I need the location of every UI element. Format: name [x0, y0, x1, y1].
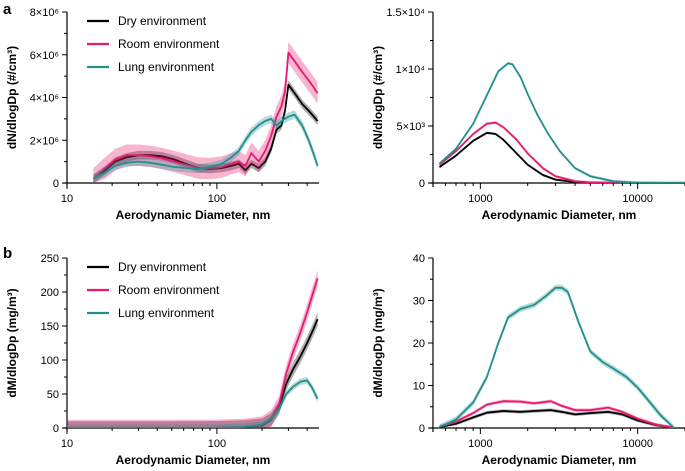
y-tick-label: 40: [413, 253, 425, 265]
x-axis-title: Aerodynamic Diameter, nm: [482, 453, 637, 467]
series-group: [439, 284, 675, 428]
y-tick-label: 0: [53, 178, 59, 190]
chart-b-right: 0 10 20 30 40 1000 10000 Aerodynamic Diameter, …: [371, 253, 685, 467]
series-band-room: [93, 41, 318, 183]
y-axis-title: dN/dlogDp (#/cm³): [371, 46, 385, 149]
y-tick-label: 5×10³: [397, 121, 426, 133]
legend-label: Dry environment: [118, 260, 207, 274]
series-line-dry: [439, 409, 675, 428]
y-tick-label: 100: [41, 355, 59, 367]
x-axis-title: Aerodynamic Diameter, nm: [116, 208, 271, 222]
y-tick-label: 150: [41, 321, 59, 333]
chart-a-right: 0 5×10³ 1×10⁴ 1.5×10⁴ 1000 10000 Aerodynamic D…: [371, 7, 685, 222]
x-tick-label: 100: [208, 438, 226, 450]
series-group: [67, 270, 319, 428]
series-group: [438, 61, 685, 183]
y-tick-label: 6×10⁶: [30, 50, 59, 62]
y-tick-label: 250: [41, 253, 59, 265]
y-tick-label: 200: [41, 287, 59, 299]
legend-label: Lung environment: [118, 60, 215, 74]
series-group: [92, 41, 319, 183]
x-tick-label: 1000: [468, 193, 492, 205]
series-line-lung: [92, 113, 319, 180]
series-band-lung: [93, 110, 318, 183]
series-line-dry: [438, 131, 685, 183]
y-tick-label: 1.5×10⁴: [386, 7, 425, 19]
series-line-lung: [439, 286, 675, 428]
series-band-room: [439, 121, 685, 183]
x-tick-label: 10: [61, 193, 73, 205]
legend: Dry environment Room environment Lung envi…: [87, 260, 220, 320]
series-line-dry: [67, 318, 319, 428]
y-tick-label: 50: [47, 389, 59, 401]
y-tick-label: 0: [419, 178, 425, 190]
x-tick-label: 100: [208, 193, 226, 205]
y-tick-label: 30: [413, 296, 425, 308]
series-band-lung: [439, 284, 674, 428]
y-tick-label: 0: [53, 423, 59, 435]
x-tick-label: 10000: [622, 193, 653, 205]
legend-label: Room environment: [118, 37, 220, 51]
legend-label: Lung environment: [118, 306, 215, 320]
y-tick-label: 4×10⁶: [30, 93, 59, 105]
panel-letter-b: b: [3, 245, 12, 262]
panel-letter-a: a: [3, 1, 12, 18]
y-axis-title: dN/dlogDp (#/cm³): [5, 46, 19, 149]
series-line-room: [92, 51, 319, 180]
series-band-dry: [67, 312, 318, 428]
y-tick-label: 2×10⁶: [30, 135, 59, 147]
series-line-room: [438, 121, 685, 183]
y-tick-label: 8×10⁶: [30, 7, 59, 19]
y-axis-title: dM/dlogDp (mg/m³): [5, 288, 19, 397]
series-line-room: [439, 400, 675, 428]
x-tick-label: 10: [61, 438, 73, 450]
chart-b-left: 0 50 100 150 200 250 10 100 Aerodynamic Diameter…: [5, 253, 319, 467]
y-tick-label: 1×10⁴: [395, 64, 425, 76]
series-line-lung: [438, 62, 685, 183]
series-line-lung: [67, 379, 319, 428]
x-axis-title: Aerodynamic Diameter, nm: [482, 208, 637, 222]
x-tick-label: 10000: [622, 438, 653, 450]
series-band-lung: [439, 61, 685, 183]
y-axis-title: dM/dlogDp (mg/m³): [371, 288, 385, 397]
y-tick-label: 20: [413, 338, 425, 350]
x-tick-label: 1000: [468, 438, 492, 450]
legend-label: Room environment: [118, 283, 220, 297]
chart-a-left: 0 2×10⁶ 4×10⁶ 6×10⁶ 8×10⁶ 10 100 Aerodynamic Di…: [5, 7, 319, 222]
x-axis-title: Aerodynamic Diameter, nm: [116, 453, 271, 467]
legend: Dry environment Room environment Lung envi…: [87, 14, 220, 74]
series-band-dry: [93, 80, 318, 183]
y-tick-label: 10: [413, 381, 425, 393]
y-tick-label: 0: [419, 423, 425, 435]
legend-label: Dry environment: [118, 14, 207, 28]
